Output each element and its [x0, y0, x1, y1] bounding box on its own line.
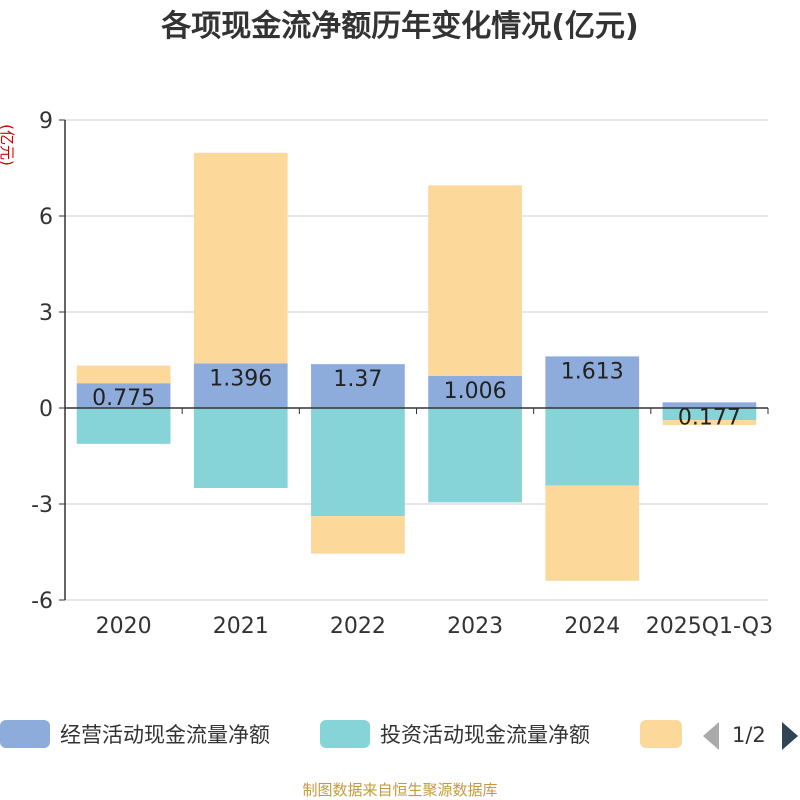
- x-tick-label: 2023: [447, 614, 503, 639]
- data-labels: 0.775 1.396 1.37 1.006 1.613 0.177: [92, 359, 741, 430]
- legend-item-financing[interactable]: [640, 720, 682, 748]
- bar-series2-2024[interactable]: [545, 485, 640, 581]
- legend-prev-page-icon[interactable]: [703, 722, 719, 750]
- x-tick-label: 2020: [96, 614, 152, 639]
- bar-series2-2020[interactable]: [76, 365, 171, 384]
- legend-item-operating[interactable]: 经营活动现金流量净额: [0, 720, 270, 748]
- y-tick-label: 0: [39, 397, 53, 422]
- y-axis-label: (亿元): [0, 124, 16, 166]
- x-tick-label: 2021: [213, 614, 269, 639]
- legend-label-operating: 经营活动现金流量净额: [60, 723, 270, 747]
- bar-series2-2025Q1-Q3[interactable]: [662, 420, 757, 425]
- y-tick-label: -6: [31, 589, 53, 614]
- bars: [76, 152, 757, 581]
- chart-title: 各项现金流净额历年变化情况(亿元): [160, 9, 638, 44]
- y-tick-label: -3: [31, 493, 53, 518]
- bar-series2-2022[interactable]: [311, 516, 405, 554]
- bar-series1-2025Q1-Q3[interactable]: [662, 408, 757, 421]
- bar-series0-2025Q1-Q3[interactable]: [662, 402, 757, 408]
- bar-series0-2022[interactable]: [311, 364, 405, 408]
- data-label-2025Q1-Q3: 0.177: [678, 405, 741, 430]
- data-label-2023: 1.006: [444, 379, 507, 404]
- data-label-2020: 0.775: [92, 386, 155, 411]
- data-label-2021: 1.396: [209, 366, 272, 391]
- legend-label-investing: 投资活动现金流量净额: [380, 723, 590, 747]
- legend-page-indicator: 1/2: [732, 723, 766, 747]
- bar-series1-2022[interactable]: [311, 408, 405, 517]
- legend-swatch-operating: [0, 720, 50, 748]
- bar-series0-2023[interactable]: [428, 375, 522, 408]
- x-tick-label: 2022: [330, 614, 386, 639]
- legend: 经营活动现金流量净额 投资活动现金流量净额 1/2: [0, 720, 798, 750]
- legend-next-page-icon[interactable]: [782, 722, 798, 750]
- data-label-2022: 1.37: [333, 367, 382, 392]
- bar-series2-2023[interactable]: [428, 185, 522, 376]
- bar-series1-2023[interactable]: [428, 408, 522, 503]
- bar-series0-2021[interactable]: [193, 363, 288, 408]
- x-tick-labels: 2020 2021 2022 2023 2024 2025Q1-Q3: [96, 614, 774, 639]
- legend-swatch-financing: [640, 720, 682, 748]
- y-tick-label: 6: [39, 205, 53, 230]
- bar-series1-2021[interactable]: [193, 408, 288, 488]
- source-note: 制图数据来自恒生聚源数据库: [302, 781, 497, 799]
- legend-swatch-investing: [320, 720, 370, 748]
- bar-series1-2020[interactable]: [76, 408, 171, 444]
- x-tick-label: 2025Q1-Q3: [646, 614, 773, 639]
- bar-series1-2024[interactable]: [545, 408, 640, 486]
- bar-series2-2021[interactable]: [193, 152, 288, 364]
- y-tick-label: 3: [39, 301, 53, 326]
- bar-series0-2020[interactable]: [76, 383, 171, 408]
- y-tick-label: 9: [39, 109, 53, 134]
- gridlines: [65, 119, 768, 601]
- legend-item-investing[interactable]: 投资活动现金流量净额: [320, 720, 590, 748]
- data-label-2024: 1.613: [561, 359, 624, 384]
- axes: [59, 119, 769, 601]
- x-tick-label: 2024: [564, 614, 620, 639]
- y-tick-labels: 9 6 3 0 -3 -6: [31, 109, 53, 614]
- bar-series0-2024[interactable]: [545, 356, 640, 408]
